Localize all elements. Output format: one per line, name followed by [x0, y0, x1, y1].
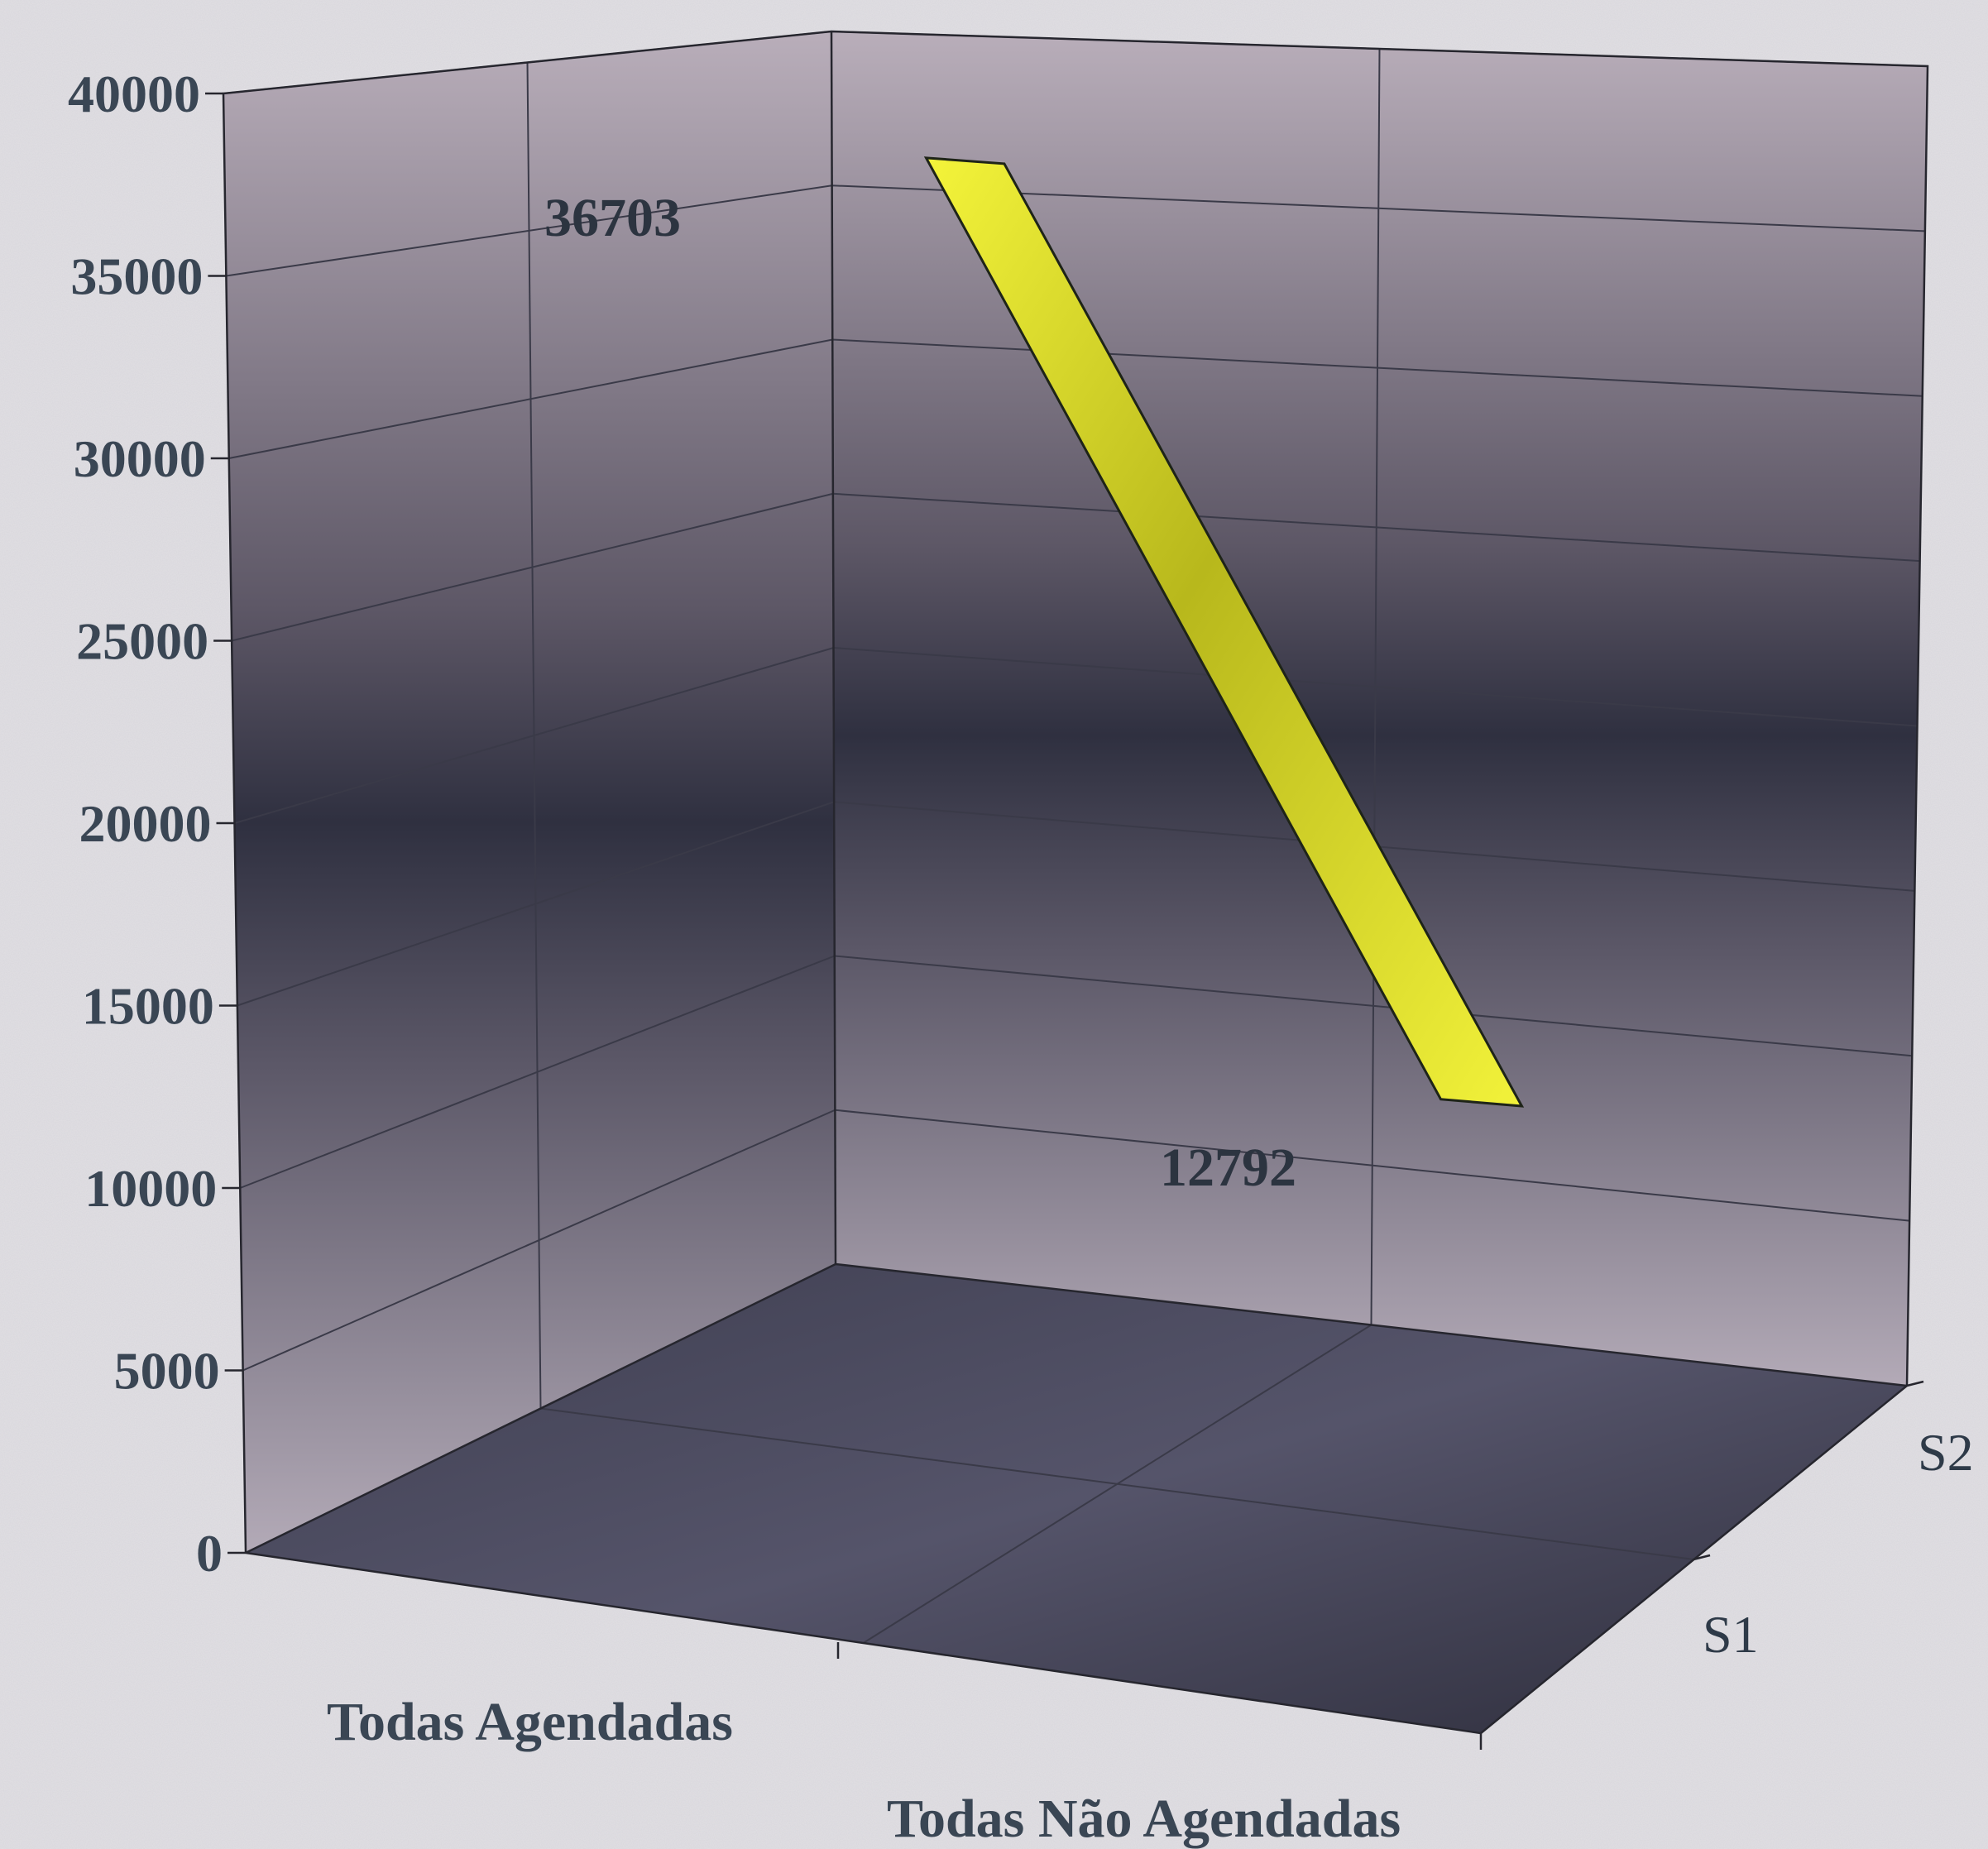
depth-tick-mark [1906, 1380, 1924, 1387]
series [923, 156, 1525, 1108]
y-tick-label: 20000 [79, 794, 212, 853]
y-tick-label: 25000 [76, 612, 208, 671]
y-tick-label: 10000 [84, 1159, 217, 1218]
x-tick-label: Todas Não Agendadas [887, 1789, 1401, 1849]
y-tick-label: 30000 [74, 429, 206, 488]
corner-edge [830, 31, 837, 1265]
data-label: 36703 [544, 188, 681, 248]
left-wall [223, 31, 836, 1553]
floor [246, 1264, 1907, 1733]
series-ribbon [923, 156, 1525, 1108]
y-tick-label: 0 [196, 1524, 223, 1583]
data-label: 12792 [1160, 1138, 1296, 1198]
wall-vertical-gridline [526, 62, 542, 1409]
y-tick-label: 5000 [114, 1342, 220, 1401]
y-tick-label: 35000 [70, 247, 203, 306]
x-tick-label: Todas Agendadas [327, 1692, 733, 1752]
y-tick-label: 40000 [68, 65, 200, 123]
depth-tick-mark [1693, 1554, 1711, 1561]
depth-tick-label: S1 [1703, 1605, 1759, 1664]
depth-tick-label: S2 [1918, 1423, 1974, 1482]
y-axis: 0 5000 10000 15000 20000 25000 30000 35000 40000 [68, 65, 246, 1583]
floor-gridline [862, 1324, 1372, 1644]
y-tick-label: 15000 [82, 977, 214, 1036]
wall-vertical-gridline [1370, 48, 1381, 1325]
